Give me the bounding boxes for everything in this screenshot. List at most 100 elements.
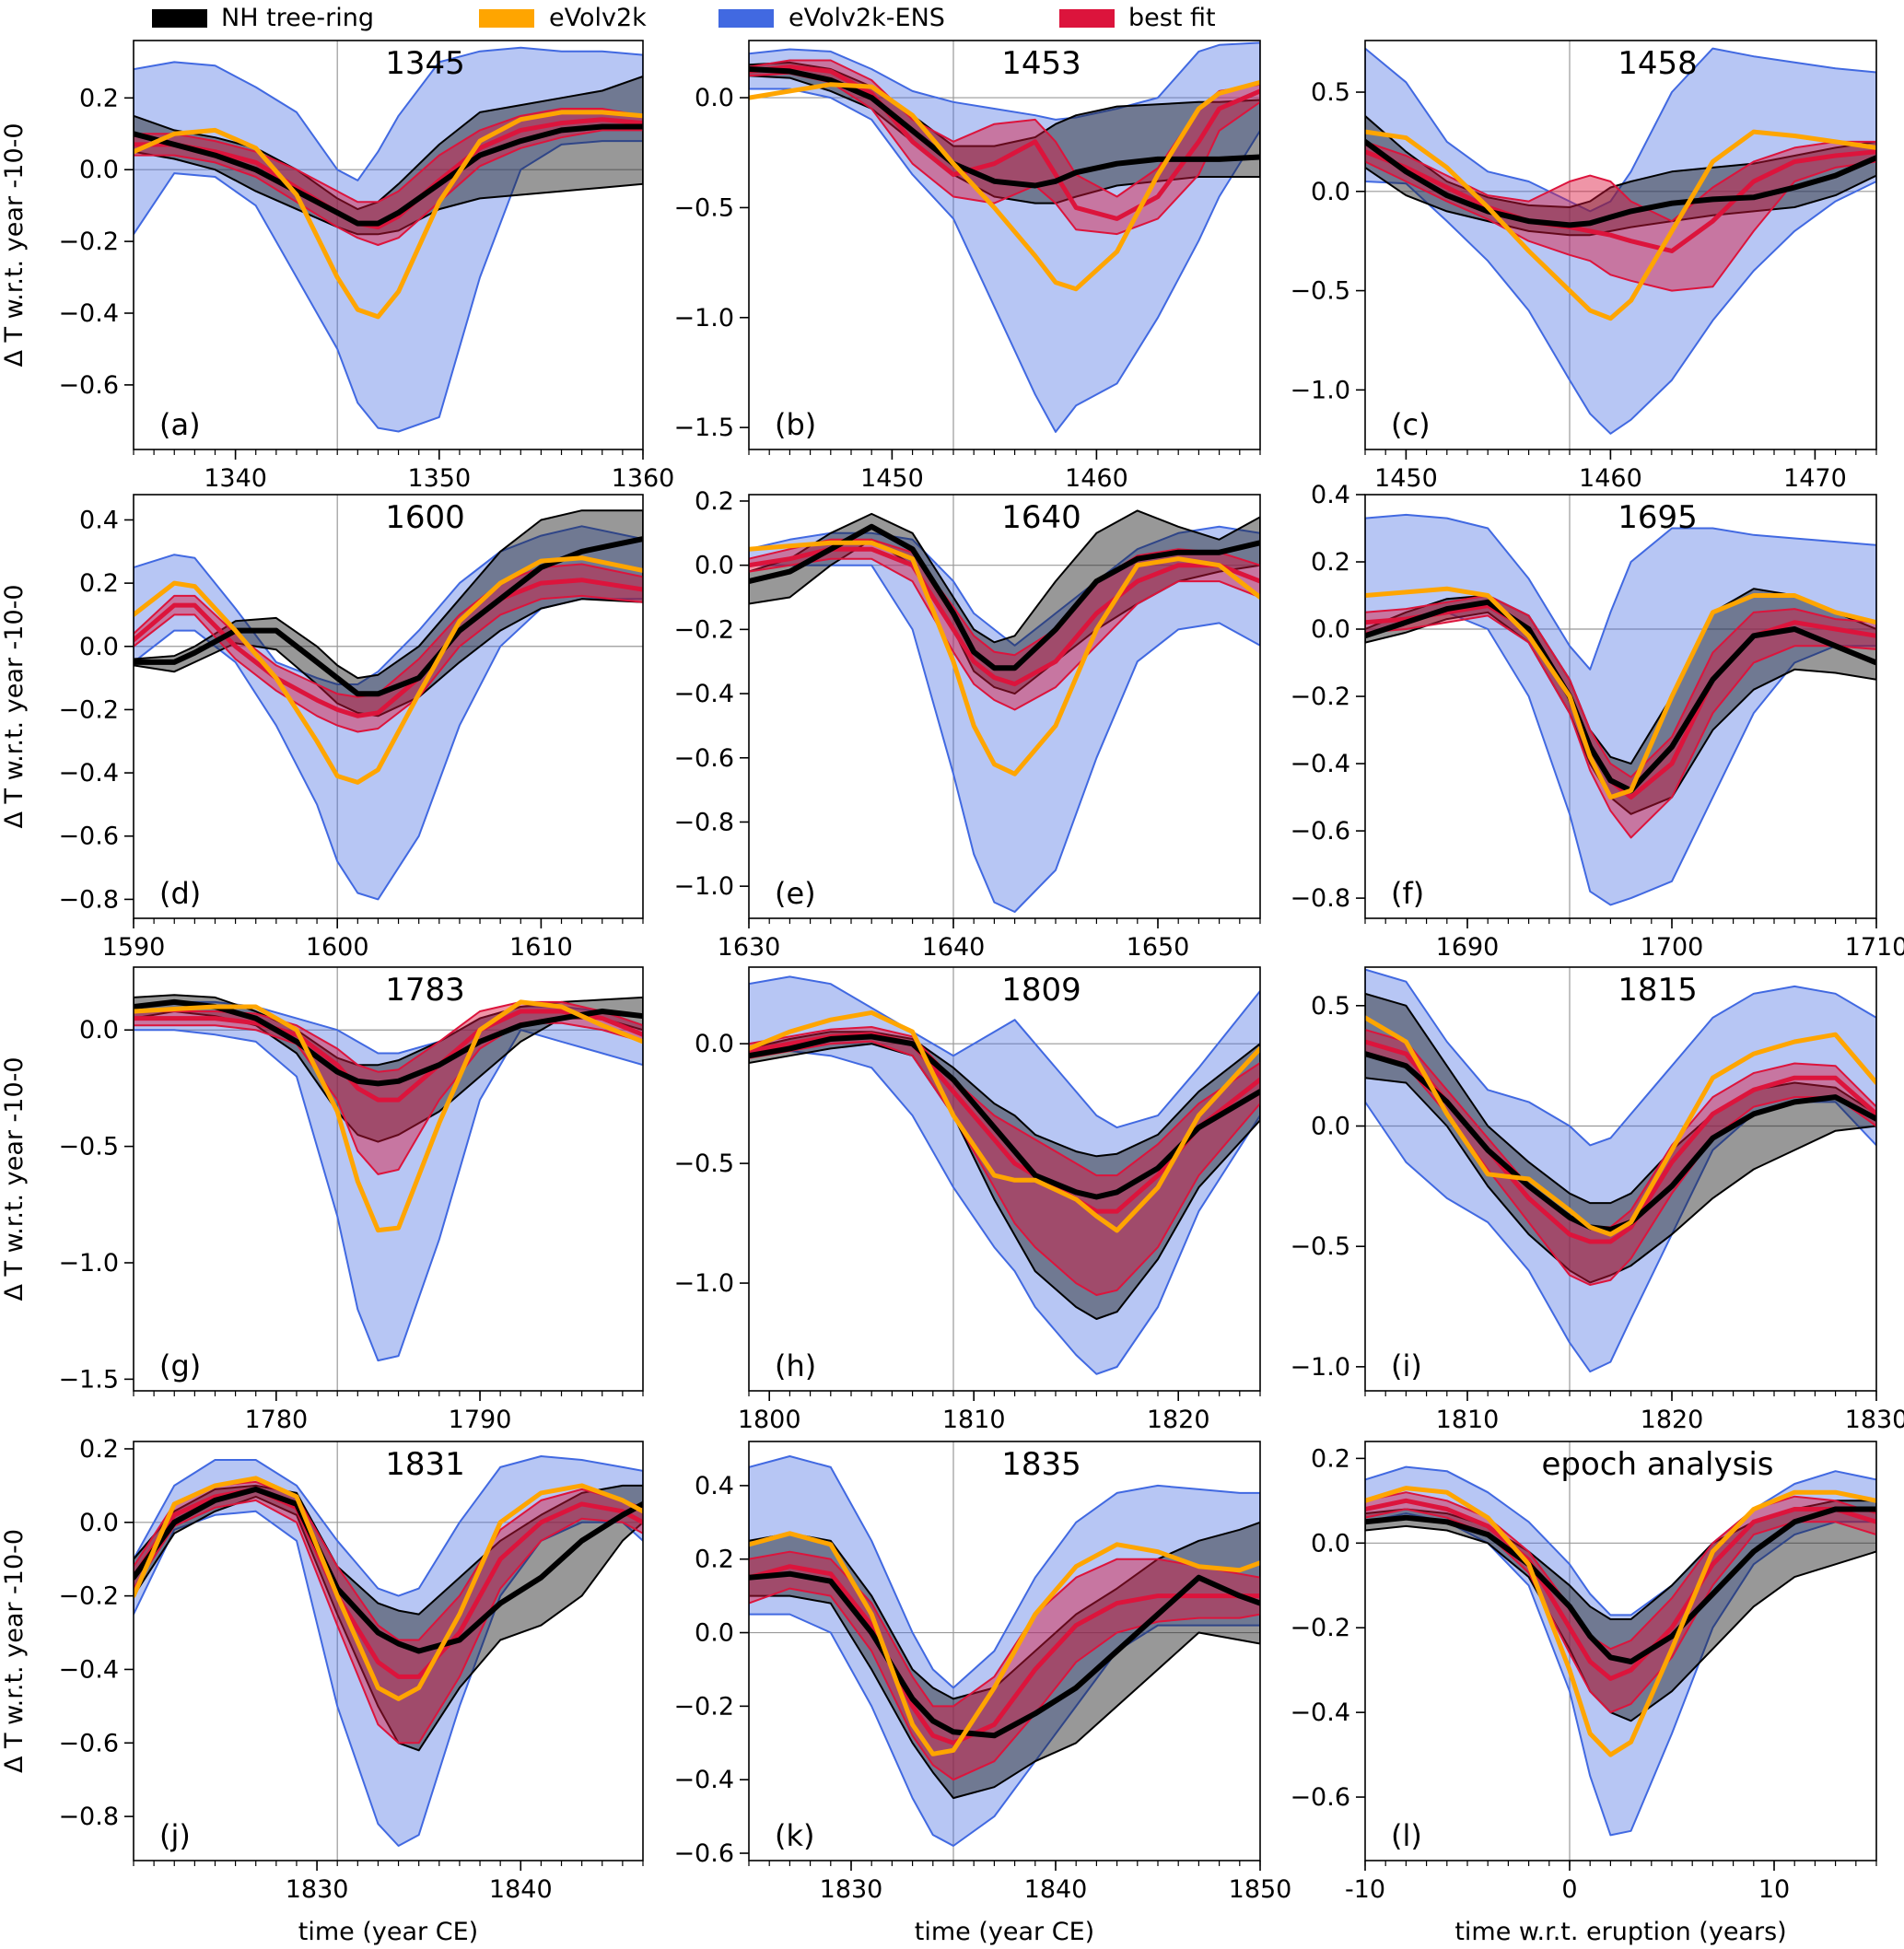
x-tick-label: 1840	[1024, 1875, 1088, 1904]
y-tick-label: −1.5	[58, 1365, 119, 1394]
legend-swatch-evolv2k	[479, 9, 534, 28]
panel-d-letter: (d)	[159, 876, 201, 911]
y-tick-label: 0.0	[1311, 1529, 1350, 1558]
y-tick-label: −0.6	[673, 1839, 734, 1868]
legend-item-evolv2k-ens: eVolv2k-ENS	[718, 4, 945, 32]
evolv2k-line	[749, 540, 1260, 776]
tree-ring-line	[1365, 1051, 1876, 1232]
panel-j-title: 1831	[385, 1446, 465, 1483]
panel-h-plot-area	[749, 967, 1260, 1391]
x-tick-label: 1610	[509, 933, 573, 962]
y-axis-label: Δ T w.r.t. year -10-0	[0, 584, 29, 828]
y-tick-label: 0.4	[695, 1472, 734, 1500]
x-axis-label: time w.r.t. eruption (years)	[1454, 1918, 1786, 1946]
y-tick-label: −0.4	[1290, 750, 1350, 778]
tree-ring-line	[1365, 599, 1876, 794]
tree-ring-line	[1365, 1506, 1876, 1664]
panel-k-frame	[748, 1441, 1261, 1861]
panel-d-plot-area	[134, 495, 643, 918]
x-tick-label: 10	[1758, 1875, 1790, 1904]
x-tick-label: 1700	[1641, 933, 1704, 962]
best-fit-line	[749, 546, 1260, 687]
y-tick-label: 0.0	[79, 633, 119, 661]
y-tick-label: 0.0	[79, 156, 119, 184]
panel-b-title: 1453	[1001, 45, 1081, 82]
y-tick-label: 0.4	[79, 506, 119, 534]
panel-e-letter: (e)	[775, 876, 816, 911]
panel-k-letter: (k)	[775, 1818, 815, 1853]
x-tick-label: -10	[1345, 1875, 1385, 1904]
tree-ring-line	[1365, 138, 1876, 228]
best-fit-line	[749, 1564, 1260, 1745]
y-tick-label: −0.8	[1290, 884, 1350, 913]
y-tick-label: 0.0	[1311, 615, 1350, 644]
evolv2k-line	[1365, 1486, 1876, 1757]
ensemble-band	[134, 525, 643, 901]
y-tick-label: −0.6	[673, 744, 734, 773]
tree-ring-line	[749, 1570, 1260, 1739]
y-tick-label: −1.0	[673, 1269, 734, 1298]
panel-l-frame	[1364, 1441, 1877, 1861]
x-tick-label: 1460	[1065, 464, 1128, 493]
panel-a-plot-area	[134, 41, 643, 449]
y-tick-label: 0.2	[695, 1546, 734, 1574]
y-tick-label: −0.4	[673, 1766, 734, 1794]
legend-label-tree-ring: NH tree-ring	[221, 4, 374, 32]
ensemble-band	[749, 1455, 1260, 1847]
panel-c-plot-area	[1365, 41, 1876, 449]
panel-k: 1830 1840 1850 −0.6 −0.4 −0.2 0.0 0.2 0.4 1835 (k)…	[673, 1441, 1291, 1946]
legend-item-evolv2k: eVolv2k	[479, 4, 647, 32]
tree-ring-band	[134, 509, 643, 718]
evolv2k-line	[134, 555, 643, 785]
y-tick-label: −0.5	[673, 1150, 734, 1178]
x-tick-label: 1360	[612, 464, 675, 493]
panel-f-plot-area	[1365, 495, 1876, 918]
tree-ring-line	[134, 536, 643, 697]
panel-b-frame	[748, 40, 1261, 450]
panel-f: 1690 1700 1710 −0.8 −0.6 −0.4 −0.2 0.0 0.2 0.4 169…	[1290, 481, 1904, 962]
tree-ring-line	[134, 998, 643, 1087]
y-tick-label: 0.2	[79, 1435, 119, 1464]
legend-swatch-evolv2k-ens	[718, 9, 774, 28]
x-tick-label: 1830	[820, 1875, 883, 1904]
best-fit-line	[134, 1009, 643, 1103]
panel-l-letter: (l)	[1391, 1818, 1422, 1853]
x-tick-label: 1830	[1845, 1406, 1904, 1434]
y-tick-label: −0.6	[1290, 1783, 1350, 1812]
panel-h-letter: (h)	[775, 1348, 816, 1383]
x-axis-label: time (year CE)	[915, 1918, 1094, 1946]
panel-a-frame	[133, 40, 644, 450]
evolv2k-line	[134, 110, 643, 320]
panels: 1340 1350 1360 −0.6 −0.4 −0.2 0.0 0.2 1345 (a) Δ T…	[0, 40, 1904, 1946]
x-tick-label: 1840	[489, 1875, 553, 1904]
panel-h: 1800 1810 1820 −1.0 −0.5 0.0 1809 (h)	[673, 966, 1261, 1434]
x-tick-label: 1630	[718, 933, 781, 962]
y-tick-label: −0.6	[1290, 817, 1350, 846]
y-tick-label: 0.2	[695, 487, 734, 516]
y-tick-label: −1.0	[1290, 376, 1350, 404]
ensemble-band	[1365, 47, 1876, 435]
panel-g-plot-area	[134, 967, 643, 1391]
panel-i: 1810 1820 1830 −1.0 −0.5 0.0 0.5 1815 (i)	[1290, 966, 1904, 1434]
best-fit-band	[749, 538, 1260, 711]
x-tick-label: 1850	[1229, 1875, 1292, 1904]
panel-j-plot-area	[134, 1441, 643, 1861]
y-tick-label: −0.6	[58, 823, 119, 851]
legend-swatch-tree-ring	[152, 9, 207, 28]
y-axis-label: Δ T w.r.t. year -10-0	[0, 1529, 29, 1773]
x-tick-label: 1810	[1436, 1406, 1500, 1434]
x-tick-label: 1710	[1845, 933, 1904, 962]
tree-ring-band	[749, 1521, 1260, 1800]
panel-h-title: 1809	[1001, 972, 1081, 1009]
evolv2k-line	[749, 79, 1260, 292]
panel-f-title: 1695	[1618, 499, 1698, 536]
panel-c-frame	[1364, 40, 1877, 450]
best-fit-line	[134, 117, 643, 229]
tree-ring-line	[134, 1486, 643, 1654]
x-tick-label: 1590	[102, 933, 166, 962]
ensemble-band	[749, 525, 1260, 913]
x-tick-label: 1810	[942, 1406, 1006, 1434]
x-tick-label: 1340	[204, 464, 267, 493]
best-fit-line	[1365, 1498, 1876, 1681]
